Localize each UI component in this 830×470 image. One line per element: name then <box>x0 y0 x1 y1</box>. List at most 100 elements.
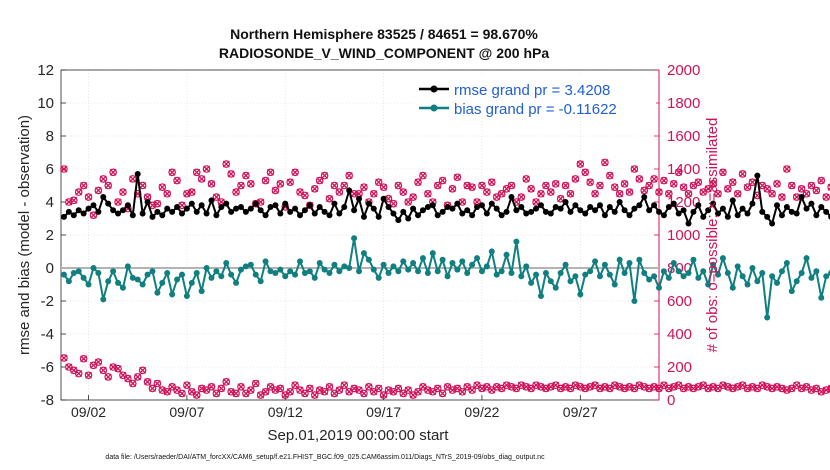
obs-possible-marker <box>645 181 653 190</box>
obs-possible-cross <box>768 190 776 198</box>
rmse-point <box>670 200 677 207</box>
bias-point <box>306 268 313 275</box>
rmse-point <box>262 212 269 219</box>
bias-point <box>464 269 471 276</box>
rmse-point <box>724 213 731 220</box>
bias-point <box>508 269 515 276</box>
rmse-point <box>680 207 687 214</box>
obs-possible-marker <box>763 185 771 193</box>
rmse-point <box>656 208 662 215</box>
obs-possible-cross <box>163 190 171 198</box>
obs-possible-cross <box>783 165 791 173</box>
rmse-point <box>592 207 599 214</box>
rmse-point <box>734 212 741 219</box>
obs-possible-marker <box>276 180 285 188</box>
bias-point <box>459 258 466 265</box>
bias-point <box>749 265 756 271</box>
bias-point <box>429 250 436 257</box>
obs-possible-cross <box>694 178 702 186</box>
obs-possible-cross <box>153 200 161 208</box>
obs-possible-cross <box>522 175 530 183</box>
bias-point <box>282 273 289 280</box>
bias-point <box>154 289 161 296</box>
obs-possible-cross <box>680 183 688 191</box>
bias-point <box>783 260 790 267</box>
obs-possible-marker <box>610 183 619 191</box>
bias-point <box>124 263 131 270</box>
rmse-point <box>375 213 382 220</box>
obs-possible-cross <box>655 188 663 196</box>
bias-point <box>110 268 117 275</box>
y-tick-label: -4 <box>41 326 54 343</box>
rmse-point <box>311 210 318 217</box>
obs-assimilated-marker <box>276 384 285 393</box>
obs-assimilated-cross <box>60 354 68 362</box>
rmse-point <box>292 205 299 212</box>
rmse-point <box>395 217 402 224</box>
rmse-point <box>188 200 195 207</box>
rmse-point <box>429 202 436 209</box>
obs-possible-cross <box>685 190 692 198</box>
obs-possible-cross <box>665 190 673 198</box>
obs-possible-cross <box>621 180 629 188</box>
obs-assimilated-marker <box>340 381 349 389</box>
y2-tick-label: 600 <box>667 293 692 310</box>
rmse-point <box>124 202 131 209</box>
rmse-point <box>577 207 584 214</box>
obs-possible-marker <box>547 188 555 196</box>
y-axis-label: rmse and bias (model - observation) <box>16 115 33 355</box>
rmse-point <box>818 203 825 210</box>
bias-point <box>336 268 343 275</box>
rmse-point <box>793 210 800 217</box>
obs-possible-marker <box>601 158 609 167</box>
bias-point <box>105 278 112 285</box>
bias-point <box>557 269 564 276</box>
rmse-point <box>759 208 766 215</box>
obs-possible-marker <box>581 168 590 177</box>
bias-point <box>223 260 230 267</box>
obs-possible-marker <box>320 171 329 180</box>
obs-assimilated-marker <box>374 384 383 393</box>
obs-possible-marker <box>404 198 412 206</box>
rmse-point <box>405 215 412 222</box>
bias-point <box>680 273 687 280</box>
bias-point <box>621 269 628 276</box>
obs-possible-marker <box>694 178 703 187</box>
obs-assimilated-cross <box>217 384 225 392</box>
rmse-point <box>616 199 623 205</box>
obs-possible-marker <box>222 160 231 168</box>
obs-possible-marker <box>188 188 196 196</box>
x-tick-label: 09/02 <box>71 404 106 420</box>
obs-possible-marker <box>679 183 688 191</box>
rmse-point <box>223 200 230 207</box>
obs-possible-cross <box>650 175 658 183</box>
bias-point <box>592 258 599 265</box>
obs-possible-marker <box>586 178 594 187</box>
rmse-point <box>326 212 333 219</box>
obs-assimilated-cross <box>286 388 294 396</box>
obs-possible-marker <box>542 181 550 190</box>
obs-possible-cross <box>812 186 820 194</box>
bias-point <box>169 291 176 298</box>
obs-assimilated-cross <box>129 380 137 387</box>
rmse-point <box>700 213 707 220</box>
bias-point <box>139 281 146 288</box>
legend-bias-marker <box>430 104 438 112</box>
bias-point <box>434 268 441 275</box>
bias-point <box>390 263 397 270</box>
bias-point <box>400 258 407 265</box>
bias-point <box>744 281 751 288</box>
obs-possible-cross <box>719 168 727 176</box>
rmse-point <box>537 202 544 209</box>
rmse-point <box>400 208 407 215</box>
rmse-point <box>444 203 451 210</box>
obs-possible-marker <box>669 180 678 188</box>
rmse-point <box>685 220 692 227</box>
bias-point <box>415 268 422 275</box>
rmse-point <box>783 203 790 210</box>
bias-point <box>365 256 372 263</box>
obs-possible-cross <box>360 183 368 191</box>
obs-possible-marker <box>812 186 821 195</box>
x-axis-label: Sep.01,2019 00:00:00 start <box>268 427 450 444</box>
obs-possible-marker <box>360 183 368 191</box>
